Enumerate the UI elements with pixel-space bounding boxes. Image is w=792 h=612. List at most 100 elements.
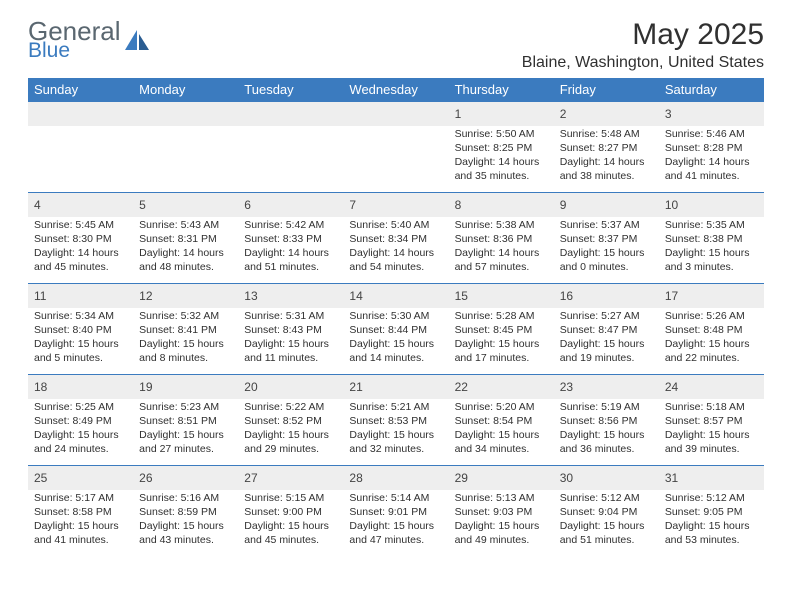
day-cell: Sunrise: 5:14 AMSunset: 9:01 PMDaylight:… [343, 490, 448, 556]
month-title: May 2025 [522, 18, 764, 52]
sunrise-line: Sunrise: 5:48 AM [560, 128, 653, 142]
location: Blaine, Washington, United States [522, 54, 764, 72]
sunset-line: Sunset: 8:33 PM [244, 233, 337, 247]
daylight-line: Daylight: 15 hours and 3 minutes. [665, 247, 758, 275]
day-cell: Sunrise: 5:19 AMSunset: 8:56 PMDaylight:… [554, 399, 659, 466]
day-cell: Sunrise: 5:45 AMSunset: 8:30 PMDaylight:… [28, 217, 133, 284]
day-header: Sunday [28, 78, 133, 102]
sunrise-line: Sunrise: 5:16 AM [139, 492, 232, 506]
sunset-line: Sunset: 8:58 PM [34, 506, 127, 520]
daylight-line: Daylight: 15 hours and 24 minutes. [34, 429, 127, 457]
sunrise-line: Sunrise: 5:17 AM [34, 492, 127, 506]
daylight-line: Daylight: 15 hours and 45 minutes. [244, 520, 337, 548]
day-cell: Sunrise: 5:40 AMSunset: 8:34 PMDaylight:… [343, 217, 448, 284]
sunrise-line: Sunrise: 5:18 AM [665, 401, 758, 415]
sunrise-line: Sunrise: 5:20 AM [455, 401, 548, 415]
day-number: 26 [133, 466, 238, 491]
day-number: 11 [28, 284, 133, 309]
daylight-line: Daylight: 14 hours and 51 minutes. [244, 247, 337, 275]
sunset-line: Sunset: 9:03 PM [455, 506, 548, 520]
daylight-line: Daylight: 15 hours and 8 minutes. [139, 338, 232, 366]
daylight-line: Daylight: 15 hours and 14 minutes. [349, 338, 442, 366]
sunrise-line: Sunrise: 5:38 AM [455, 219, 548, 233]
sunset-line: Sunset: 8:36 PM [455, 233, 548, 247]
day-number: 24 [659, 375, 764, 400]
day-number: 15 [449, 284, 554, 309]
day-header-row: SundayMondayTuesdayWednesdayThursdayFrid… [28, 78, 764, 102]
day-number: 5 [133, 193, 238, 218]
sunset-line: Sunset: 8:57 PM [665, 415, 758, 429]
sunrise-line: Sunrise: 5:50 AM [455, 128, 548, 142]
sunrise-line: Sunrise: 5:34 AM [34, 310, 127, 324]
daylight-line: Daylight: 15 hours and 36 minutes. [560, 429, 653, 457]
day-number: 10 [659, 193, 764, 218]
day-number [28, 102, 133, 127]
sunrise-line: Sunrise: 5:14 AM [349, 492, 442, 506]
sunrise-line: Sunrise: 5:31 AM [244, 310, 337, 324]
day-cell: Sunrise: 5:27 AMSunset: 8:47 PMDaylight:… [554, 308, 659, 375]
day-number-row: 45678910 [28, 193, 764, 218]
daylight-line: Daylight: 15 hours and 39 minutes. [665, 429, 758, 457]
daylight-line: Daylight: 15 hours and 43 minutes. [139, 520, 232, 548]
sunset-line: Sunset: 8:30 PM [34, 233, 127, 247]
day-cell: Sunrise: 5:38 AMSunset: 8:36 PMDaylight:… [449, 217, 554, 284]
day-cell: Sunrise: 5:23 AMSunset: 8:51 PMDaylight:… [133, 399, 238, 466]
day-number: 14 [343, 284, 448, 309]
day-cell [238, 126, 343, 193]
day-header: Thursday [449, 78, 554, 102]
sunset-line: Sunset: 9:01 PM [349, 506, 442, 520]
sunrise-line: Sunrise: 5:21 AM [349, 401, 442, 415]
daylight-line: Daylight: 15 hours and 0 minutes. [560, 247, 653, 275]
logo-text-blue: Blue [28, 40, 121, 61]
sunrise-line: Sunrise: 5:43 AM [139, 219, 232, 233]
day-cell: Sunrise: 5:42 AMSunset: 8:33 PMDaylight:… [238, 217, 343, 284]
sunset-line: Sunset: 8:38 PM [665, 233, 758, 247]
calendar-table: SundayMondayTuesdayWednesdayThursdayFrid… [28, 78, 764, 556]
daylight-line: Daylight: 15 hours and 17 minutes. [455, 338, 548, 366]
day-cell: Sunrise: 5:17 AMSunset: 8:58 PMDaylight:… [28, 490, 133, 556]
day-number: 8 [449, 193, 554, 218]
day-number-row: 123 [28, 102, 764, 127]
day-number [238, 102, 343, 127]
sunrise-line: Sunrise: 5:27 AM [560, 310, 653, 324]
daylight-line: Daylight: 15 hours and 5 minutes. [34, 338, 127, 366]
day-content-row: Sunrise: 5:45 AMSunset: 8:30 PMDaylight:… [28, 217, 764, 284]
sunset-line: Sunset: 8:41 PM [139, 324, 232, 338]
sunrise-line: Sunrise: 5:22 AM [244, 401, 337, 415]
day-number: 13 [238, 284, 343, 309]
sunrise-line: Sunrise: 5:23 AM [139, 401, 232, 415]
day-number: 9 [554, 193, 659, 218]
sunset-line: Sunset: 8:59 PM [139, 506, 232, 520]
header: General Blue May 2025 Blaine, Washington… [28, 18, 764, 72]
day-cell: Sunrise: 5:22 AMSunset: 8:52 PMDaylight:… [238, 399, 343, 466]
day-number-row: 11121314151617 [28, 284, 764, 309]
sunset-line: Sunset: 8:43 PM [244, 324, 337, 338]
sunrise-line: Sunrise: 5:32 AM [139, 310, 232, 324]
sunset-line: Sunset: 8:47 PM [560, 324, 653, 338]
sunrise-line: Sunrise: 5:46 AM [665, 128, 758, 142]
day-content-row: Sunrise: 5:50 AMSunset: 8:25 PMDaylight:… [28, 126, 764, 193]
day-cell [133, 126, 238, 193]
sunrise-line: Sunrise: 5:37 AM [560, 219, 653, 233]
daylight-line: Daylight: 15 hours and 49 minutes. [455, 520, 548, 548]
sunset-line: Sunset: 8:54 PM [455, 415, 548, 429]
day-header: Saturday [659, 78, 764, 102]
sunset-line: Sunset: 8:31 PM [139, 233, 232, 247]
sunset-line: Sunset: 9:00 PM [244, 506, 337, 520]
day-cell: Sunrise: 5:20 AMSunset: 8:54 PMDaylight:… [449, 399, 554, 466]
sunrise-line: Sunrise: 5:19 AM [560, 401, 653, 415]
day-cell: Sunrise: 5:16 AMSunset: 8:59 PMDaylight:… [133, 490, 238, 556]
day-number: 31 [659, 466, 764, 491]
daylight-line: Daylight: 14 hours and 48 minutes. [139, 247, 232, 275]
sunrise-line: Sunrise: 5:15 AM [244, 492, 337, 506]
daylight-line: Daylight: 15 hours and 34 minutes. [455, 429, 548, 457]
daylight-line: Daylight: 15 hours and 47 minutes. [349, 520, 442, 548]
day-cell: Sunrise: 5:50 AMSunset: 8:25 PMDaylight:… [449, 126, 554, 193]
daylight-line: Daylight: 15 hours and 22 minutes. [665, 338, 758, 366]
day-cell: Sunrise: 5:26 AMSunset: 8:48 PMDaylight:… [659, 308, 764, 375]
daylight-line: Daylight: 14 hours and 35 minutes. [455, 156, 548, 184]
day-cell: Sunrise: 5:12 AMSunset: 9:04 PMDaylight:… [554, 490, 659, 556]
day-cell: Sunrise: 5:48 AMSunset: 8:27 PMDaylight:… [554, 126, 659, 193]
sunset-line: Sunset: 8:52 PM [244, 415, 337, 429]
day-header: Monday [133, 78, 238, 102]
